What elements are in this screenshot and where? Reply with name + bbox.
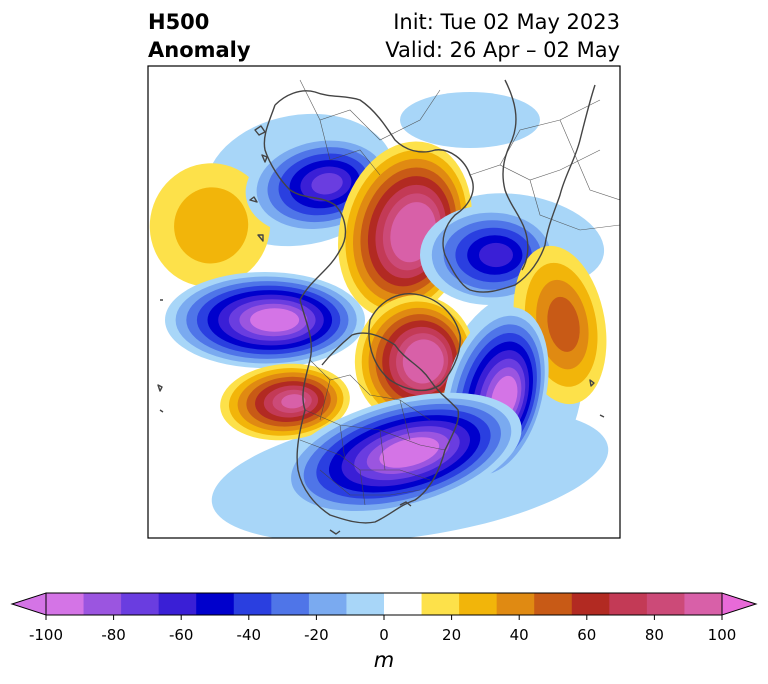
colorbar-block bbox=[646, 593, 685, 615]
colorbar-tick-label: 20 bbox=[442, 626, 461, 644]
colorbar-blocks bbox=[10, 592, 758, 616]
colorbar-tick-label: 80 bbox=[645, 626, 664, 644]
anomaly-contour bbox=[405, 219, 426, 247]
anomaly-contour bbox=[479, 242, 513, 268]
anomaly-contour bbox=[260, 312, 291, 328]
init-time: Init: Tue 02 May 2023 bbox=[393, 10, 620, 34]
colorbar-unit: m bbox=[374, 648, 394, 672]
title-right: Init: Tue 02 May 2023 Valid: 26 Apr – 02… bbox=[385, 8, 620, 64]
coastline-islands bbox=[157, 125, 605, 535]
anomaly-contour bbox=[174, 187, 249, 264]
colorbar-block bbox=[384, 593, 423, 615]
colorbar-frame bbox=[45, 592, 723, 616]
colorbar-block bbox=[121, 593, 160, 615]
colorbar-tick-label: -20 bbox=[304, 626, 329, 644]
colorbar-tick-label: -100 bbox=[29, 626, 63, 644]
colorbar-extend-high bbox=[721, 592, 758, 616]
colorbar-block bbox=[534, 593, 573, 615]
anomaly-fields bbox=[149, 92, 609, 538]
title-subtitle: Anomaly bbox=[148, 38, 251, 62]
map-frame bbox=[147, 65, 621, 539]
colorbar-block bbox=[571, 593, 610, 615]
colorbar-block bbox=[271, 593, 310, 615]
anomaly-center bbox=[245, 134, 395, 236]
colorbar-block bbox=[459, 593, 498, 615]
anomaly-contour bbox=[311, 173, 343, 195]
colorbar-tick-label: 100 bbox=[708, 626, 737, 644]
colorbar-tick-label: -40 bbox=[237, 626, 262, 644]
colorbar-block bbox=[609, 593, 648, 615]
colorbar-block bbox=[346, 593, 385, 615]
anomaly-center bbox=[278, 392, 522, 518]
colorbar-block bbox=[684, 593, 723, 615]
colorbar-tick-label: -60 bbox=[169, 626, 194, 644]
colorbar-block bbox=[308, 593, 347, 615]
colorbar-tick-label: 0 bbox=[379, 626, 389, 644]
title-variable: H500 bbox=[148, 10, 210, 34]
valid-range: Valid: 26 Apr – 02 May bbox=[385, 38, 620, 62]
coastline-asia-east bbox=[502, 79, 529, 271]
colorbar-block bbox=[196, 593, 235, 615]
anomaly-map bbox=[147, 65, 621, 539]
colorbar-block bbox=[46, 593, 85, 615]
colorbar-block bbox=[83, 593, 122, 615]
colorbar-tick-label: 60 bbox=[577, 626, 596, 644]
colorbar-block bbox=[421, 593, 460, 615]
anomaly-contour bbox=[547, 296, 580, 352]
anomaly-fringe bbox=[400, 92, 540, 148]
colorbar-tick-label: 40 bbox=[510, 626, 529, 644]
anomaly-contour bbox=[392, 442, 429, 462]
anomaly-contour bbox=[416, 352, 435, 372]
anomaly-center bbox=[149, 163, 271, 287]
political-borders bbox=[299, 79, 620, 506]
colorbar-block bbox=[233, 593, 272, 615]
colorbar-block bbox=[158, 593, 197, 615]
colorbar-tick-label: -80 bbox=[101, 626, 126, 644]
colorbar-block bbox=[496, 593, 535, 615]
coastline-greenland bbox=[368, 293, 461, 392]
coastline-eurasia bbox=[274, 84, 596, 293]
title-left: H500 Anomaly bbox=[148, 8, 251, 64]
anomaly-contour bbox=[281, 394, 306, 409]
colorbar-extend-low bbox=[10, 592, 47, 616]
colorbar-ticks: -100 -80 -60 -40 -20 0 20 40 60 80 100 bbox=[29, 615, 736, 644]
anomaly-center bbox=[165, 272, 365, 368]
